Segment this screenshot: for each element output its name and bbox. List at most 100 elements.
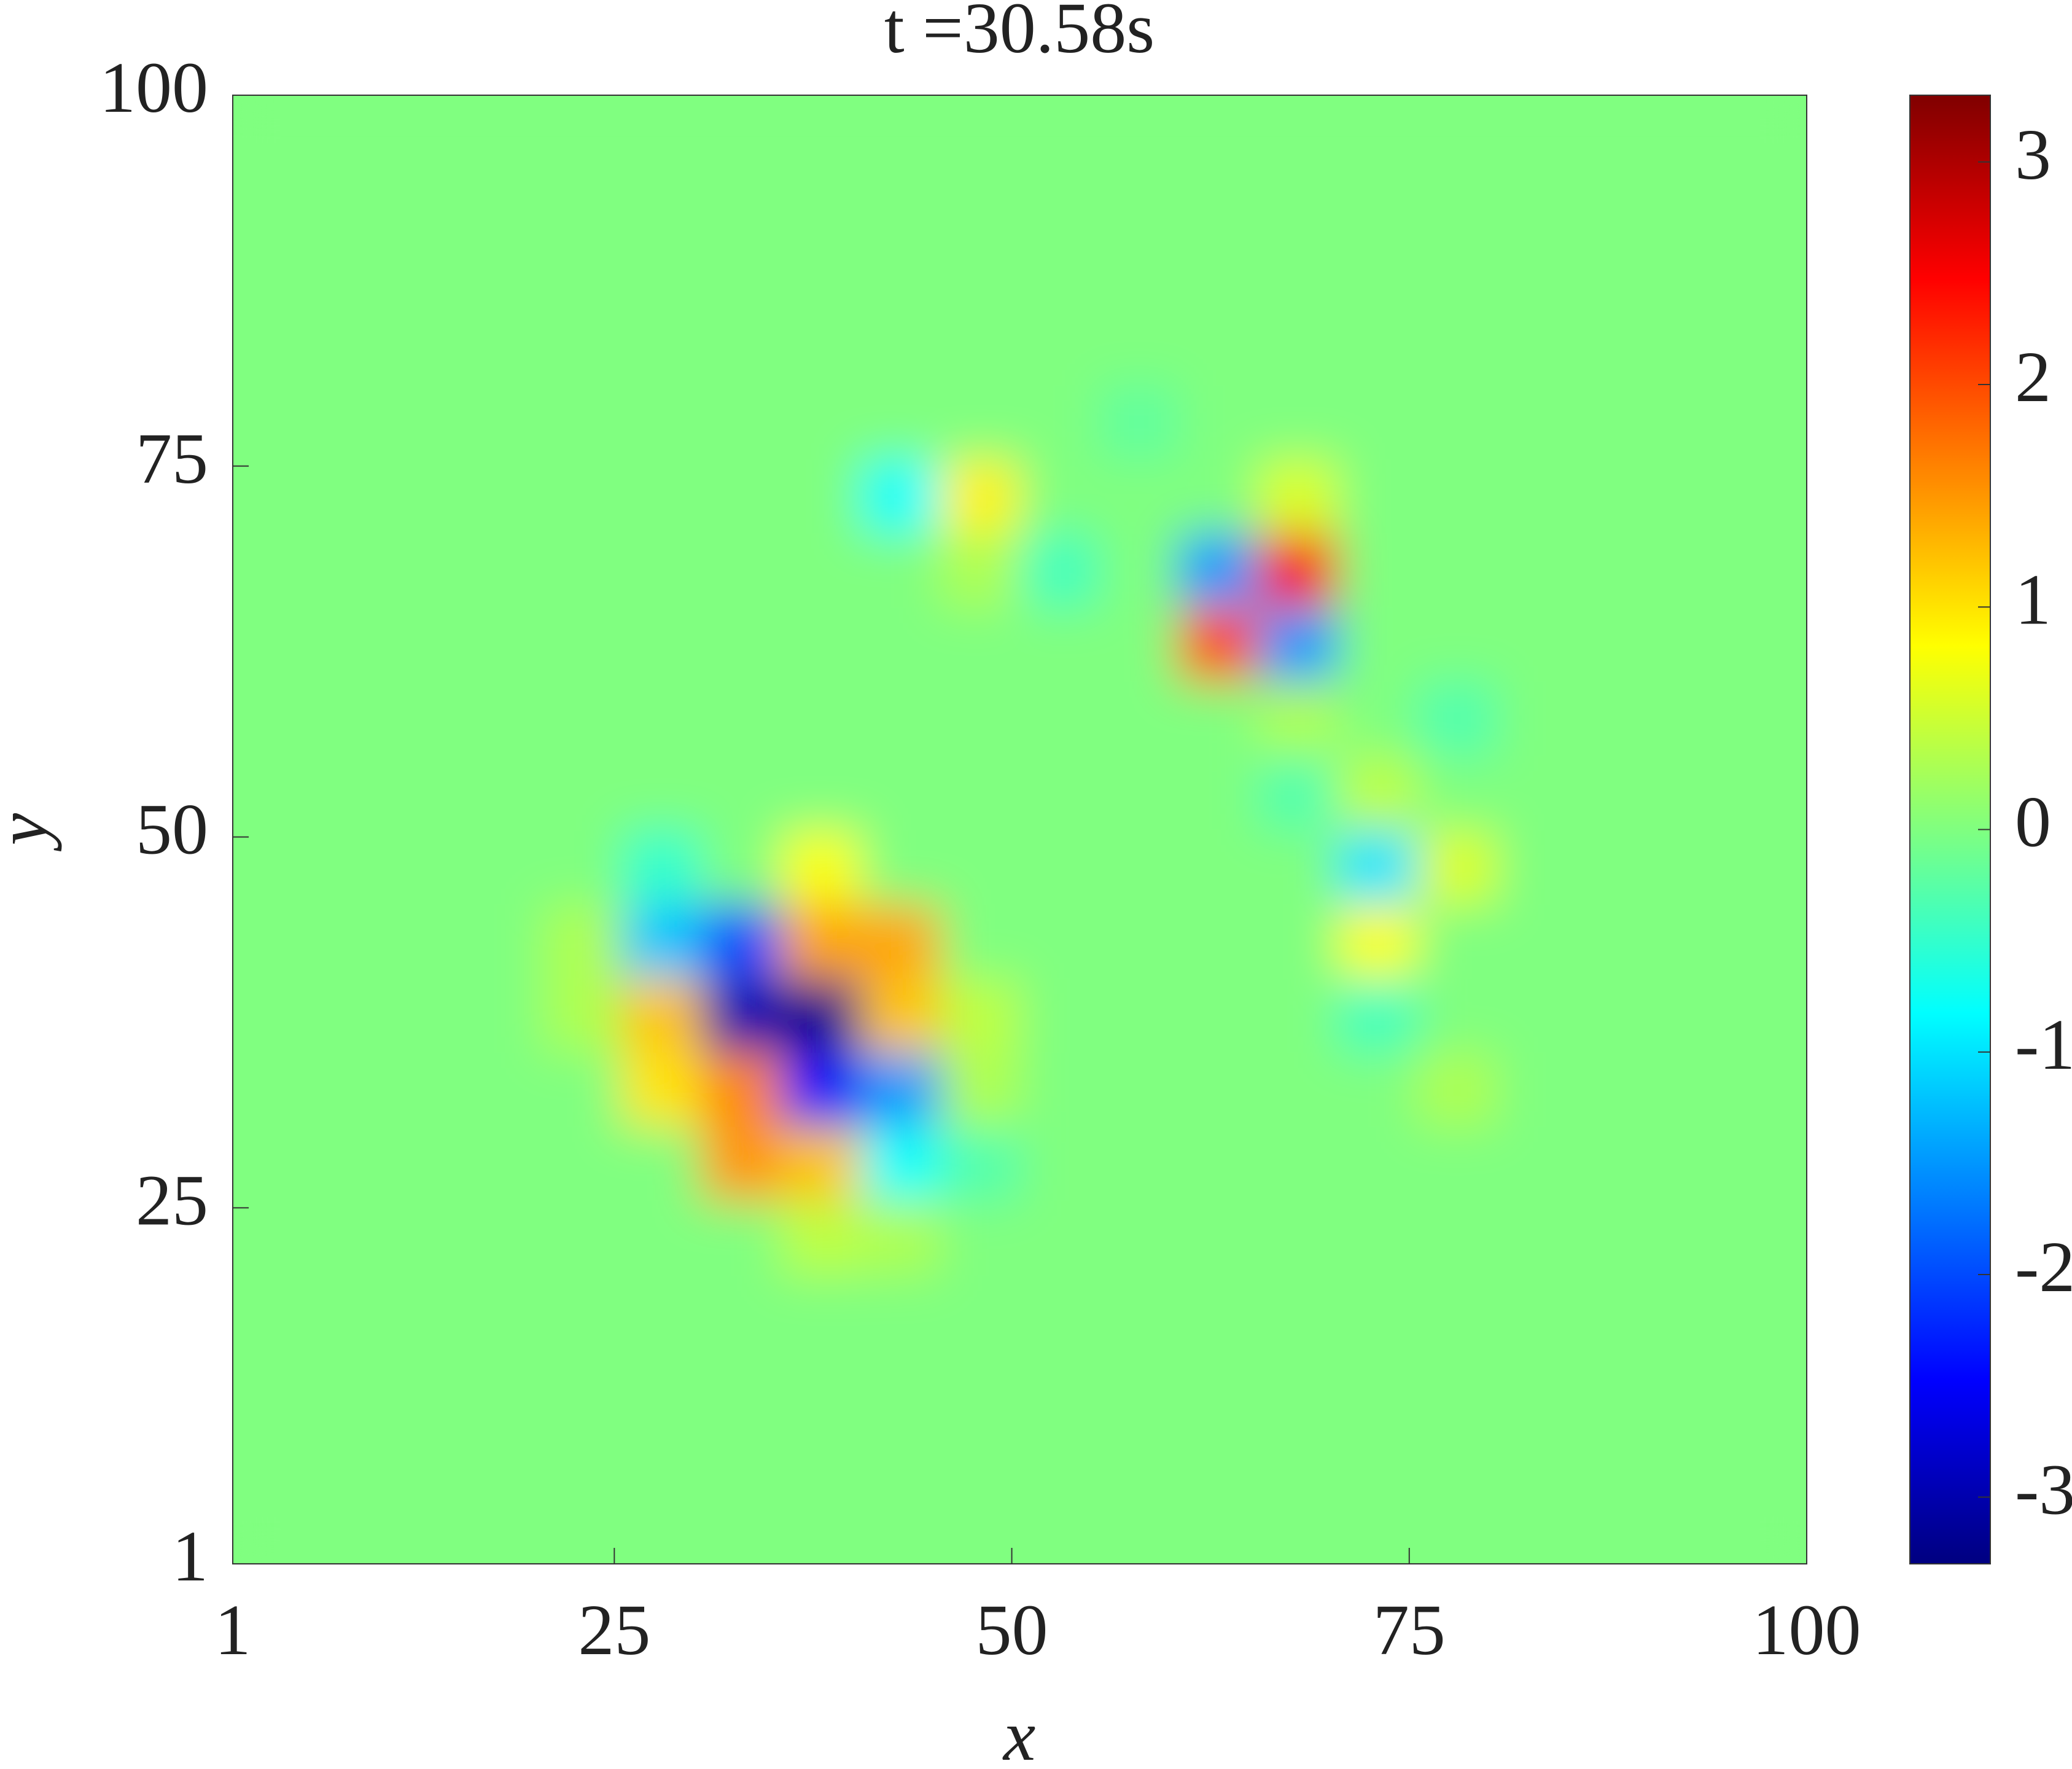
heat-cell	[463, 458, 543, 534]
heat-cell	[1019, 162, 1100, 237]
heat-cell	[542, 829, 623, 905]
heat-cell	[1258, 1200, 1339, 1276]
heat-cell	[701, 978, 782, 1053]
heat-cell	[1656, 162, 1736, 237]
heat-cell	[1099, 1275, 1180, 1349]
heat-cell	[233, 978, 305, 1053]
heat-cell	[542, 1423, 623, 1498]
heat-cell	[860, 162, 941, 237]
heat-cell	[1735, 681, 1807, 756]
heat-cell	[1099, 458, 1180, 534]
heat-cell	[1656, 1200, 1736, 1276]
heat-cell	[1178, 310, 1259, 385]
heat-cell	[622, 1200, 703, 1276]
heat-cell	[1178, 904, 1259, 979]
heat-cell	[1338, 1497, 1418, 1564]
heat-cell	[1019, 1348, 1100, 1424]
heat-cell	[1258, 755, 1339, 830]
heat-cell	[1019, 829, 1100, 905]
heat-cell	[1019, 236, 1100, 311]
heat-cell	[1019, 310, 1100, 385]
heat-cell	[1099, 829, 1180, 905]
heat-cell	[1417, 1052, 1498, 1127]
heat-cell	[1417, 458, 1498, 534]
heat-cell	[1099, 95, 1180, 163]
heat-cell	[463, 978, 543, 1053]
heat-cell	[1019, 978, 1100, 1053]
heat-cell	[1099, 1497, 1180, 1564]
heat-cell	[233, 1275, 305, 1349]
heat-cell	[860, 1423, 941, 1498]
heat-cell	[940, 1497, 1021, 1564]
heat-cell	[1258, 904, 1339, 979]
heat-cell	[233, 755, 305, 830]
heat-cell	[1178, 829, 1259, 905]
heat-cell	[1099, 236, 1180, 311]
heat-cell	[1258, 1497, 1339, 1564]
heat-cell	[1576, 1497, 1657, 1564]
heat-cell	[940, 607, 1021, 682]
heat-cell	[383, 236, 464, 311]
y-axis-label: y	[0, 813, 62, 851]
heat-cell	[940, 384, 1021, 459]
heat-cell	[1019, 384, 1100, 459]
heat-cell	[1656, 681, 1736, 756]
heat-cell	[1497, 1348, 1577, 1424]
heat-cell	[542, 1052, 623, 1127]
heat-cell	[1019, 755, 1100, 830]
heat-cell	[940, 1423, 1021, 1498]
heat-cell	[781, 607, 862, 682]
heat-cell	[463, 1052, 543, 1127]
heat-cell	[1576, 458, 1657, 534]
heat-cell	[542, 1348, 623, 1424]
heat-cell	[940, 904, 1021, 979]
heat-cell	[1258, 236, 1339, 311]
heat-cell	[1656, 384, 1736, 459]
heat-cell	[1019, 1275, 1100, 1349]
heat-cell	[1497, 384, 1577, 459]
heat-cell	[622, 1497, 703, 1564]
heat-cell	[1019, 533, 1100, 608]
heat-cell	[1019, 904, 1100, 979]
heat-cell	[304, 1275, 384, 1349]
heat-cell	[1497, 978, 1577, 1053]
heat-cell	[1099, 1052, 1180, 1127]
heat-cell	[701, 1497, 782, 1564]
y-tick-label: 1	[172, 1516, 208, 1596]
heat-cell	[233, 829, 305, 905]
heat-cell	[1178, 236, 1259, 311]
heat-cell	[622, 1423, 703, 1498]
heat-cell	[304, 458, 384, 534]
heat-cell	[1099, 1126, 1180, 1201]
heat-cell	[781, 1200, 862, 1276]
heat-cell	[1576, 162, 1657, 237]
heat-cell	[1099, 310, 1180, 385]
heat-cell	[1576, 904, 1657, 979]
heat-cell	[383, 1497, 464, 1564]
heat-cell	[860, 236, 941, 311]
heat-cell	[383, 533, 464, 608]
heat-cell	[1178, 1348, 1259, 1424]
heat-cell	[1656, 1052, 1736, 1127]
heat-cell	[1417, 978, 1498, 1053]
heat-cell	[781, 162, 862, 237]
heat-cell	[383, 1126, 464, 1201]
heat-cell	[1417, 1200, 1498, 1276]
heat-cell	[383, 607, 464, 682]
heat-cell	[622, 978, 703, 1053]
heat-cell	[542, 755, 623, 830]
heat-cell	[781, 1052, 862, 1127]
heat-cell	[1417, 755, 1498, 830]
heat-cell	[1019, 1052, 1100, 1127]
heat-cell	[622, 236, 703, 311]
heat-cell	[1735, 607, 1807, 682]
y-tick-label: 25	[136, 1160, 208, 1240]
heat-cell	[463, 681, 543, 756]
heat-cell	[1656, 1348, 1736, 1424]
colorbar-tick-label: 3	[2015, 114, 2051, 195]
heat-cell	[1099, 904, 1180, 979]
heat-cell	[1735, 162, 1807, 237]
heat-cell	[383, 978, 464, 1053]
heat-cell	[304, 904, 384, 979]
